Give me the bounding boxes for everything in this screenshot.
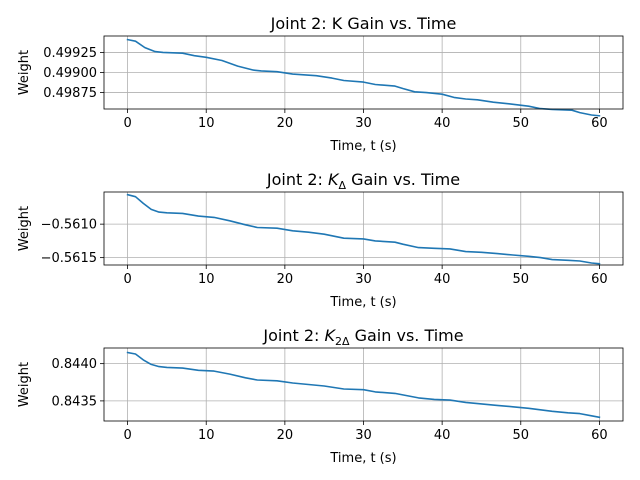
series-line (126, 351, 601, 419)
x-tick-label: 50 (512, 272, 529, 287)
y-axis-label: Weight (17, 50, 32, 95)
x-tick-label: 50 (512, 116, 529, 131)
x-tick-label: 60 (591, 116, 608, 131)
chart-title: Joint 2: K2Δ Gain vs. Time (262, 326, 463, 348)
x-tick-label: 10 (198, 272, 215, 287)
subplot-k-2delta-gain: 0 10 20 30 40 50 60 0.8440 0.8435 Joint 2: K2Δ Ga… (17, 326, 624, 466)
y-tick-label: 0.8435 (52, 394, 98, 409)
x-tick-label: 0 (123, 116, 131, 131)
x-tick-label: 30 (355, 116, 372, 131)
y-tick-label: −0.5615 (41, 251, 97, 266)
chart-title: Joint 2: KΔ Gain vs. Time (266, 170, 460, 192)
chart-title: Joint 2: K Gain vs. Time (270, 14, 457, 33)
x-tick-label: 20 (277, 428, 294, 443)
series-line (126, 193, 601, 265)
title-part: K (324, 326, 336, 345)
x-tick-label: 0 (123, 428, 131, 443)
series-line (126, 38, 601, 117)
title-part: Joint 2: (266, 170, 328, 189)
axes-frame (103, 347, 624, 422)
x-tick-label: 0 (123, 272, 131, 287)
axes-frame (103, 191, 624, 266)
x-tick-label: 50 (512, 428, 529, 443)
x-tick-label: 20 (277, 272, 294, 287)
title-part: Joint 2: (262, 326, 324, 345)
title-part: Δ (338, 179, 346, 192)
title-part: Joint 2: K Gain vs. Time (270, 14, 457, 33)
x-tick-label: 10 (198, 428, 215, 443)
y-axis-label: Weight (17, 362, 32, 407)
x-axis-label: Time, t (s) (329, 295, 396, 310)
y-axis-label: Weight (17, 206, 32, 251)
x-tick-label: 40 (434, 272, 451, 287)
axes-frame (103, 35, 624, 110)
x-tick-label: 60 (591, 428, 608, 443)
x-axis-label: Time, t (s) (329, 139, 396, 154)
subplot-k-delta-gain: 0 10 20 30 40 50 60 −0.5610 −0.5615 Joint 2: KΔ G… (17, 170, 624, 310)
title-part: Gain vs. Time (350, 326, 464, 345)
y-tick-label: 0.49875 (43, 86, 97, 101)
y-tick-label: 0.49900 (43, 66, 97, 81)
x-axis-label: Time, t (s) (329, 451, 396, 466)
y-tick-label: 0.49925 (43, 46, 97, 61)
x-tick-label: 20 (277, 116, 294, 131)
y-tick-label: 0.8440 (52, 357, 98, 372)
x-tick-label: 10 (198, 116, 215, 131)
subplot-k-gain: 0 10 20 30 40 50 60 0.49925 0.49900 0.49875 Joint … (17, 14, 624, 154)
y-tick-label: −0.5610 (41, 218, 97, 233)
title-part: 2Δ (335, 335, 350, 348)
x-tick-label: 40 (434, 116, 451, 131)
title-part: Gain vs. Time (346, 170, 460, 189)
x-tick-label: 60 (591, 272, 608, 287)
x-tick-label: 30 (355, 272, 372, 287)
title-part: K (328, 170, 340, 189)
x-tick-label: 40 (434, 428, 451, 443)
x-tick-label: 30 (355, 428, 372, 443)
